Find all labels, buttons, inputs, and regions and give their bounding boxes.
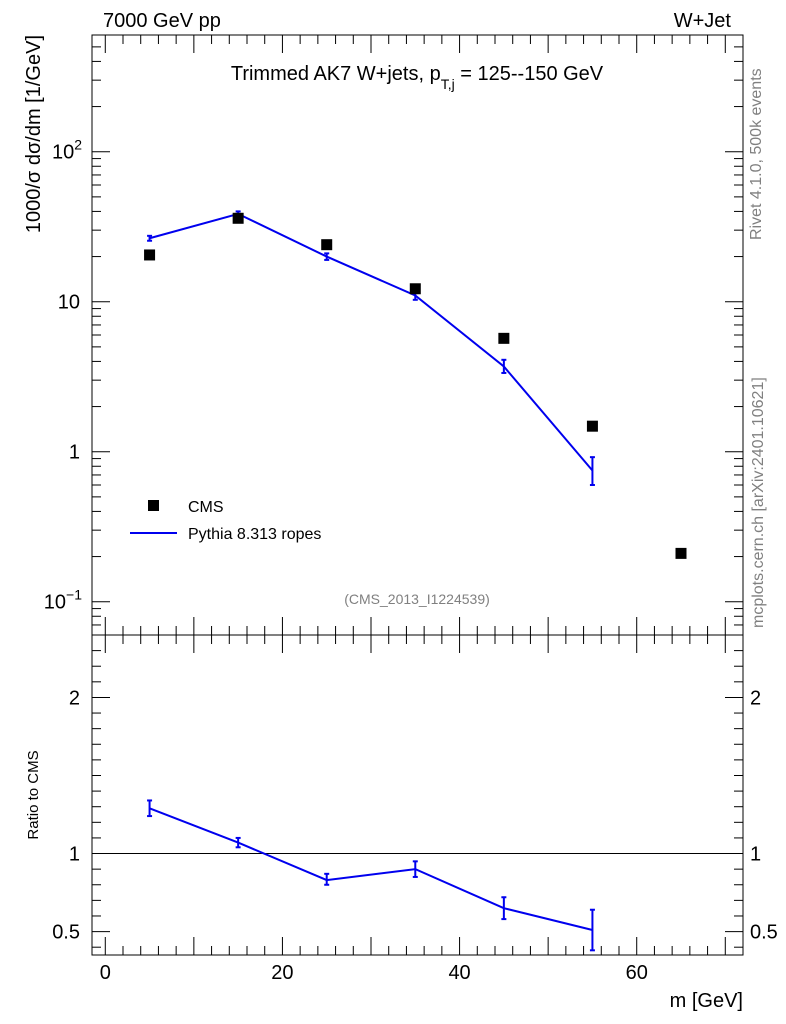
title-rest: = 125--150 GeV [455,63,604,85]
title-subscript: T,j [441,76,455,92]
main-y-tick-label: 1 [69,442,80,464]
ratio-y-tick-label-right: 2 [750,687,761,709]
ratio-tick-labels: 0.5 0.51 12 20 20 40 60 [52,687,778,984]
ratio-y-tick-label-right: 0.5 [750,922,778,944]
main-y-tick-exponent: −1 [66,587,82,603]
ratio-curve [149,807,593,931]
ratio-y-tick-label-left: 0.5 [52,922,80,944]
ratio-y-axis-label: Ratio to CMS [25,750,42,839]
main-y-tick-base: 10 [44,592,66,614]
legend-cms-marker [148,500,159,511]
header-right: W+Jet [674,10,732,32]
main-y-tick-exponent: 2 [74,137,82,153]
x-tick-label: 0 [100,962,111,984]
header-left: 7000 GeV pp [103,10,221,32]
cms-data-point [586,420,598,432]
ratio-y-tick-label-left: 1 [69,844,80,866]
pythia-curve [149,212,594,472]
x-axis-label: m [GeV] [670,990,743,1012]
rivet-label: Rivet 4.1.0, 500k events [748,68,765,240]
ratio-y-tick-label-left: 2 [69,687,80,709]
legend: CMS Pythia 8.313 ropes [130,499,321,543]
x-tick-label: 40 [448,962,470,984]
legend-cms-label: CMS [188,499,224,516]
cms-data-point [144,249,156,261]
main-panel-frame [91,34,744,636]
ratio-data-layer [92,799,743,952]
cms-data-point [675,547,687,559]
main-y-axis-label: 1000/σ dσ/dm [1/GeV] [23,35,45,233]
main-y-tick-base: 10 [52,142,74,164]
cms-data-point [321,239,333,251]
ratio-panel-frame [91,634,744,956]
main-axis-ticks [92,34,743,636]
ratio-axis-ticks [92,635,743,955]
cms-data-point [409,283,421,295]
mcplots-label: mcplots.cern.ch [arXiv:2401.10621] [750,377,767,628]
main-y-tick-label: 102 [52,137,82,164]
x-tick-label: 20 [271,962,293,984]
main-plot-title: Trimmed AK7 W+jets, pT,j = 125--150 GeV [231,63,604,92]
main-y-tick-label: 10 [58,292,80,314]
main-y-tick-label: 10−1 [44,587,82,614]
analysis-annotation: (CMS_2013_I1224539) [344,591,490,607]
legend-pythia-label: Pythia 8.313 ropes [188,526,321,543]
ratio-y-tick-label-right: 1 [750,844,761,866]
cms-data-point [232,212,244,224]
main-data-layer [144,210,687,559]
x-tick-label: 60 [626,962,648,984]
title-main: Trimmed AK7 W+jets, p [231,63,441,85]
cms-data-point [498,332,510,344]
